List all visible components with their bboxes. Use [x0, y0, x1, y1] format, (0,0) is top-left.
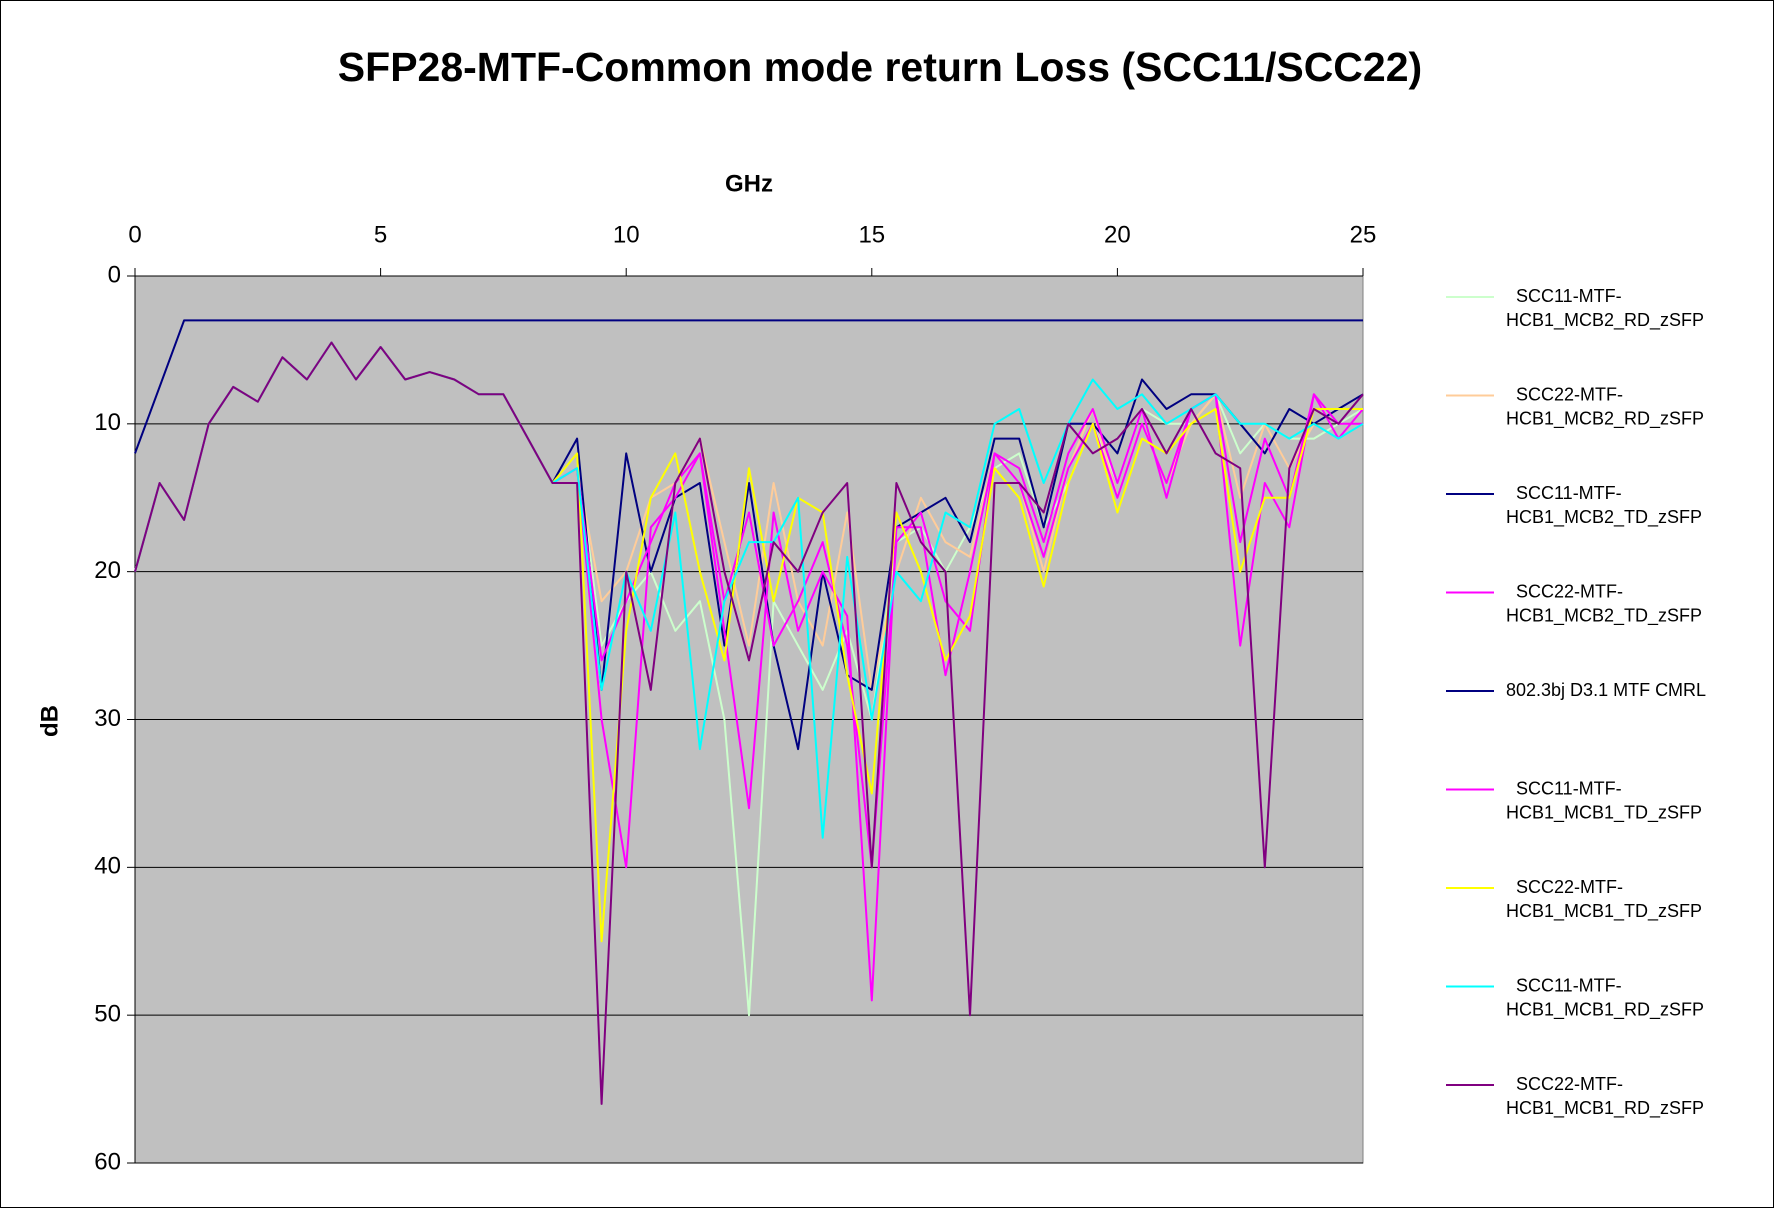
legend-label: 802.3bj D3.1 MTF CMRL [1506, 680, 1706, 700]
series-line [134, 341, 1364, 1105]
x-tick-label: 0 [128, 221, 141, 248]
x-tick-label: 25 [1350, 221, 1377, 248]
chart-title: SFP28-MTF-Common mode return Loss (SCC11… [338, 44, 1422, 90]
y-tick-label: 0 [108, 261, 121, 288]
series-line [134, 319, 1363, 454]
legend-label: SCC22-MTF-HCB1_MCB2_TD_zSFP [1506, 581, 1702, 626]
y-tick-label: 60 [94, 1148, 121, 1175]
y-tick-label: 30 [94, 705, 121, 732]
y-axis-label: dB [36, 705, 63, 737]
x-tick-label: 5 [374, 221, 387, 248]
legend-label: SCC11-MTF-HCB1_MCB1_RD_zSFP [1506, 975, 1704, 1020]
x-tick-label: 20 [1104, 221, 1131, 248]
legend-label: SCC22-MTF-HCB1_MCB1_RD_zSFP [1506, 1074, 1704, 1119]
legend-label: SCC11-MTF-HCB1_MCB1_TD_zSFP [1506, 778, 1702, 823]
y-tick-label: 50 [94, 1001, 121, 1028]
y-tick-label: 40 [94, 853, 121, 880]
y-tick-label: 20 [94, 557, 121, 584]
legend-label: SCC22-MTF-HCB1_MCB2_RD_zSFP [1506, 384, 1704, 429]
x-tick-label: 10 [613, 221, 640, 248]
x-tick-label: 15 [858, 221, 885, 248]
legend-label: SCC22-MTF-HCB1_MCB1_TD_zSFP [1506, 877, 1702, 922]
y-tick-label: 10 [94, 409, 121, 436]
x-axis-label: GHz [725, 170, 773, 197]
legend-label: SCC11-MTF-HCB1_MCB2_TD_zSFP [1506, 483, 1702, 528]
legend-label: SCC11-MTF-HCB1_MCB2_RD_zSFP [1506, 286, 1704, 331]
